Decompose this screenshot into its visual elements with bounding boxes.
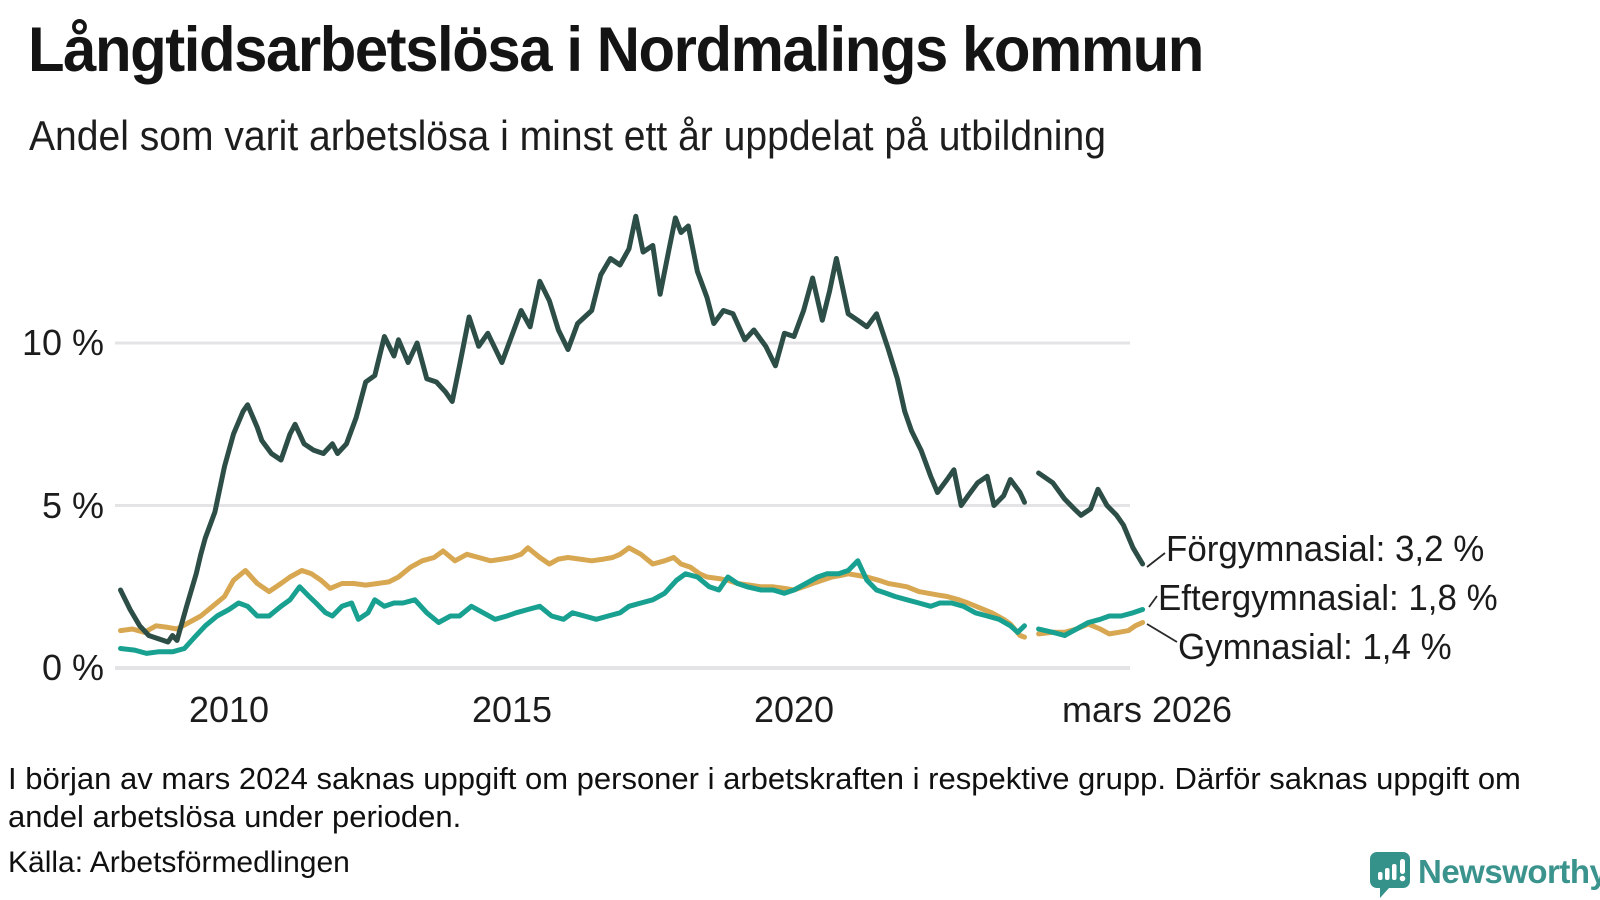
page-title: Långtidsarbetslösa i Nordmalings kommun <box>28 15 1204 85</box>
series-end-label-gymnasial: Gymnasial: 1,4 % <box>1178 626 1452 667</box>
annotation-connector-eftergymnasial <box>1148 595 1158 608</box>
series-line-gymnasial <box>118 545 1146 640</box>
y-axis-tick-0: 0 % <box>41 647 104 688</box>
series-line-förgymnasial <box>118 213 1146 645</box>
x-axis-tick-2020: 2020 <box>753 689 835 730</box>
x-axis-tick-2015: 2015 <box>471 689 553 730</box>
annotation-connector-forgymnasial <box>1146 552 1166 568</box>
series-end-label-eftergymnasial: Eftergymnasial: 1,8 % <box>1158 577 1498 618</box>
chart-subtitle: Andel som varit arbetslösa i minst ett å… <box>29 112 1106 159</box>
x-axis-tick-mars-2026: mars 2026 <box>1061 689 1233 730</box>
source-label: Källa: Arbetsförmedlingen <box>8 846 350 879</box>
annotation-connector-gymnasial <box>1146 623 1178 643</box>
x-axis-tick-2010: 2010 <box>188 689 270 730</box>
newsworthy-logo[interactable]: Newsworthy <box>1370 850 1600 898</box>
y-axis-tick-5: 5 % <box>41 485 104 526</box>
y-axis-tick-10: 10 % <box>21 322 104 363</box>
footnote: I början av mars 2024 saknas uppgift om … <box>8 761 1521 834</box>
brand-name: Newsworthy <box>1418 853 1600 890</box>
series-line-eftergymnasial <box>118 558 1146 656</box>
series-end-label-forgymnasial: Förgymnasial: 3,2 % <box>1166 528 1485 569</box>
chart-speech-bubble-icon <box>1370 852 1410 898</box>
